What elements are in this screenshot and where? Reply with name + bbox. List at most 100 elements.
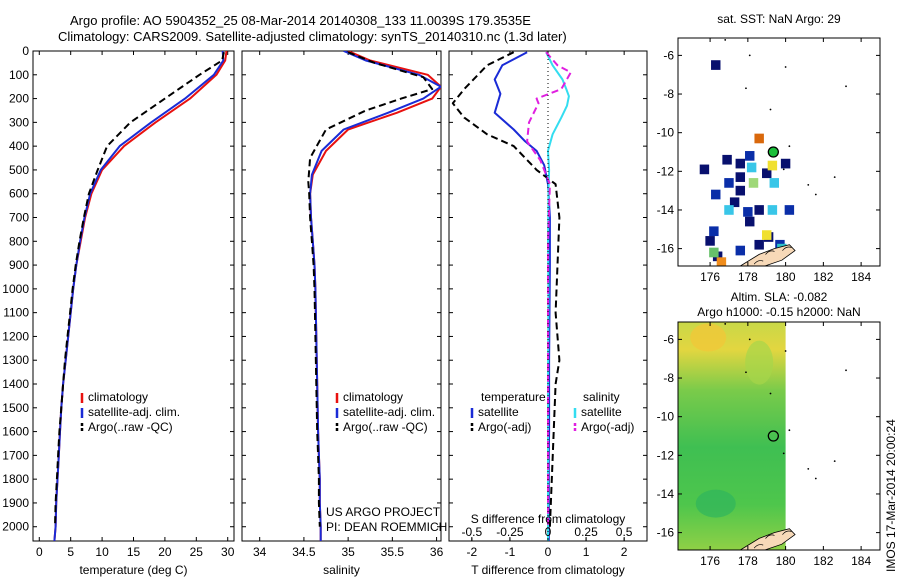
- difference-legend-item-label: Argo(-adj): [581, 420, 634, 434]
- temperature-legend-item-label: climatology: [88, 390, 148, 404]
- difference-xtick-label: 1: [583, 545, 590, 559]
- salinity-diff-tick-label: 0.5: [616, 525, 633, 539]
- salinity-xtick-label: 35: [341, 545, 355, 559]
- sst-cell: [724, 205, 734, 215]
- salinity-frame: [241, 50, 442, 542]
- salinity-series-line: [307, 51, 434, 527]
- depth-tick-label: 1800: [2, 472, 29, 486]
- sst-map-ytick-label: -12: [657, 164, 675, 178]
- sst-map: 176 178 180 182 184 -6 -8 -10 -12 -14 -16 sat. SST:…: [657, 12, 881, 284]
- depth-tick-label: 100: [9, 68, 29, 82]
- difference-legend-temperature-header: temperature: [481, 390, 546, 404]
- sla-map-xtick-label: 178: [738, 554, 758, 568]
- depth-tick-label: 1400: [2, 377, 29, 391]
- sst-map-content: [678, 38, 880, 266]
- sst-cell: [754, 205, 764, 215]
- coast-contour: [782, 246, 792, 251]
- sla-low-patch: [695, 489, 736, 518]
- temperature-series-line: [53, 51, 225, 541]
- sst-map-ytick-label: -8: [663, 87, 674, 101]
- depth-tick-label: 1900: [2, 496, 29, 510]
- salinity-series-line: [309, 51, 441, 541]
- small-island: [833, 176, 836, 179]
- sst-cell: [735, 185, 746, 196]
- sst-cell: [735, 245, 746, 256]
- sst-map-ytick-label: -6: [663, 48, 674, 62]
- small-island: [788, 145, 791, 148]
- temperature-legend-item-label: Argo(..raw -QC): [88, 420, 173, 434]
- depth-tick-label: 1700: [2, 448, 29, 462]
- difference-series-line: [526, 51, 572, 527]
- sst-cell: [709, 247, 719, 258]
- sla-map-xtick-label: 182: [813, 554, 833, 568]
- sst-map-ytick-label: -14: [657, 203, 675, 217]
- sst-cell: [745, 216, 755, 227]
- difference-plot: -2 -1 0 1 2 T difference from climatology -0.5…: [448, 50, 648, 577]
- coast-contour: [765, 534, 775, 539]
- temperature-xlabel: temperature (deg C): [79, 563, 187, 577]
- salinity-legend-item-label: climatology: [343, 390, 403, 404]
- depth-tick-label: 600: [9, 187, 29, 201]
- small-island: [748, 54, 751, 57]
- difference-series-line: [451, 51, 561, 527]
- depth-tick-label: 700: [9, 211, 29, 225]
- sst-cell: [762, 230, 772, 240]
- sla-map-content: [678, 322, 880, 550]
- sla-map-title: Altim. SLA: -0.082: [731, 290, 828, 304]
- temperature-series-line: [53, 51, 228, 541]
- coast-contour: [765, 250, 775, 255]
- sla-map-xtick-label: 176: [700, 554, 720, 568]
- temperature-xtick-label: 30: [221, 545, 235, 559]
- small-island: [748, 338, 751, 341]
- sla-map-ytick-label: -12: [657, 448, 675, 462]
- sst-map-xtick-label: 176: [700, 270, 720, 284]
- difference-xtick-label: 2: [621, 545, 628, 559]
- small-island: [784, 66, 787, 68]
- coast-contour: [782, 530, 792, 535]
- sst-cell: [735, 172, 746, 182]
- small-island: [814, 477, 817, 480]
- sla-map-ytick-label: -10: [657, 410, 675, 424]
- salinity-plot: 34 34.5 35 35.5 36 salinity climatologysatelli…: [241, 50, 444, 577]
- difference-legend-item-label: Argo(-adj): [478, 420, 531, 434]
- difference-legend-item-label: satellite: [478, 405, 519, 419]
- depth-tick-label: 1100: [3, 306, 29, 320]
- sla-map: 176 178 180 182 184 -6 -8 -10 -12 -14 -16 Altim. SL…: [657, 290, 881, 568]
- depth-tick-label: 0: [22, 44, 29, 58]
- salinity-xtick-label: 34.5: [292, 545, 316, 559]
- temperature-plot: 0 5 10 15 20 25 300100200300400500600700800900…: [2, 44, 234, 577]
- sla-mid-patch: [745, 340, 774, 385]
- small-island: [807, 183, 810, 186]
- depth-tick-label: 800: [9, 234, 29, 248]
- sst-cell: [716, 257, 727, 266]
- salinity-xtick-label: 36: [430, 545, 444, 559]
- sst-cell: [754, 239, 764, 250]
- small-island: [769, 108, 772, 111]
- temperature-legend-item-label: satellite-adj. clim.: [88, 405, 180, 419]
- small-island: [807, 467, 810, 470]
- sst-cell: [784, 205, 795, 215]
- coast-contour: [753, 260, 764, 265]
- sla-map-ytick-label: -6: [663, 332, 674, 346]
- sst-map-title: sat. SST: NaN Argo: 29: [717, 12, 841, 26]
- salinity-diff-tick-label: -0.5: [462, 525, 483, 539]
- coast-contour: [753, 544, 764, 549]
- small-island: [782, 452, 785, 455]
- small-island: [782, 168, 785, 171]
- small-island: [814, 193, 817, 196]
- depth-tick-label: 2000: [2, 520, 29, 534]
- credit-line2: PI: DEAN ROEMMICH: [326, 520, 447, 534]
- small-island: [724, 39, 727, 41]
- temperature-xtick-label: 0: [36, 545, 43, 559]
- difference-xtick-label: 0: [545, 545, 552, 559]
- depth-tick-label: 400: [9, 139, 29, 153]
- sst-map-frame: [677, 37, 881, 267]
- small-island: [845, 369, 847, 372]
- difference-xtick-label: -2: [467, 545, 478, 559]
- salinity-diff-tick-label: -0.25: [496, 525, 524, 539]
- temperature-xtick-label: 15: [127, 545, 141, 559]
- sst-cell: [769, 178, 779, 188]
- temperature-xtick-label: 20: [158, 545, 172, 559]
- sst-cell: [722, 154, 732, 165]
